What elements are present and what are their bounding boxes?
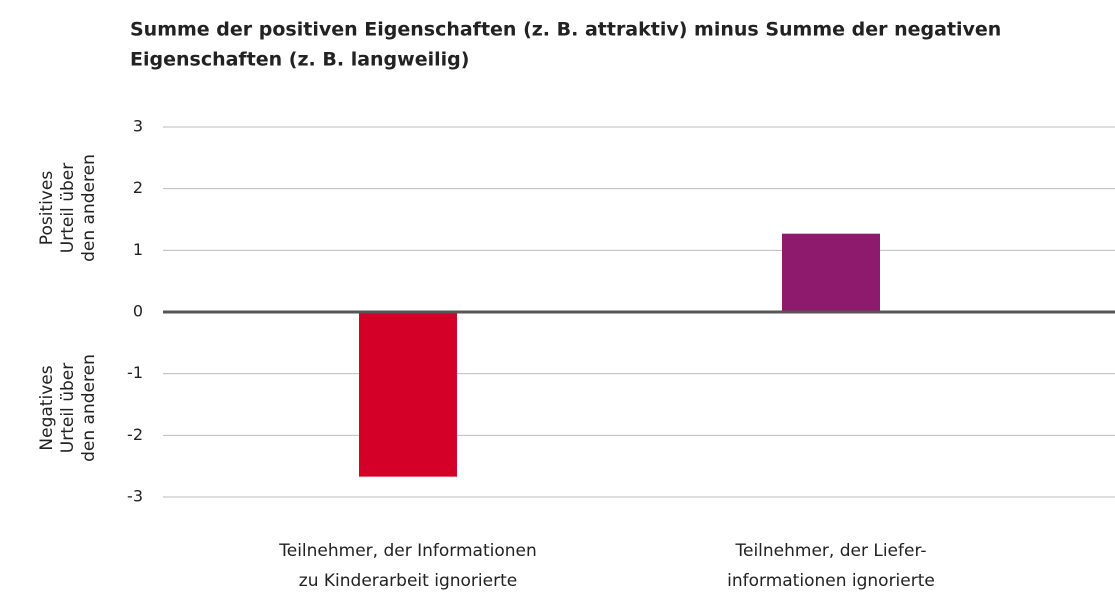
x-tick-label: zu Kinderarbeit ignorierte (299, 571, 517, 591)
y-tick-label: -3 (127, 487, 143, 506)
y-axis-label: Positives (37, 171, 57, 246)
x-tick-label: Teilnehmer, der Informationen (278, 541, 537, 561)
y-axis-label: Urteil über (58, 363, 78, 453)
y-axis-label: Negatives (37, 365, 57, 450)
y-tick-label: 1 (133, 240, 143, 259)
bar (782, 233, 880, 312)
y-tick-label: -2 (127, 425, 143, 444)
y-tick-label: 3 (133, 117, 143, 136)
chart-title: Eigenschaften (z. B. langweilig) (130, 49, 469, 71)
y-tick-label: 0 (133, 302, 143, 321)
y-axis-label: Urteil über (58, 163, 78, 253)
y-tick-label: -1 (127, 363, 143, 382)
bar (359, 312, 457, 477)
y-axis-label: den anderen (79, 154, 99, 262)
chart-title: Summe der positiven Eigenschaften (z. B.… (130, 19, 1001, 41)
y-axis-label: den anderen (79, 354, 99, 462)
x-tick-label: informationen ignorierte (727, 571, 935, 591)
x-tick-label: Teilnehmer, der Liefer- (734, 541, 926, 561)
y-tick-label: 2 (133, 178, 143, 197)
